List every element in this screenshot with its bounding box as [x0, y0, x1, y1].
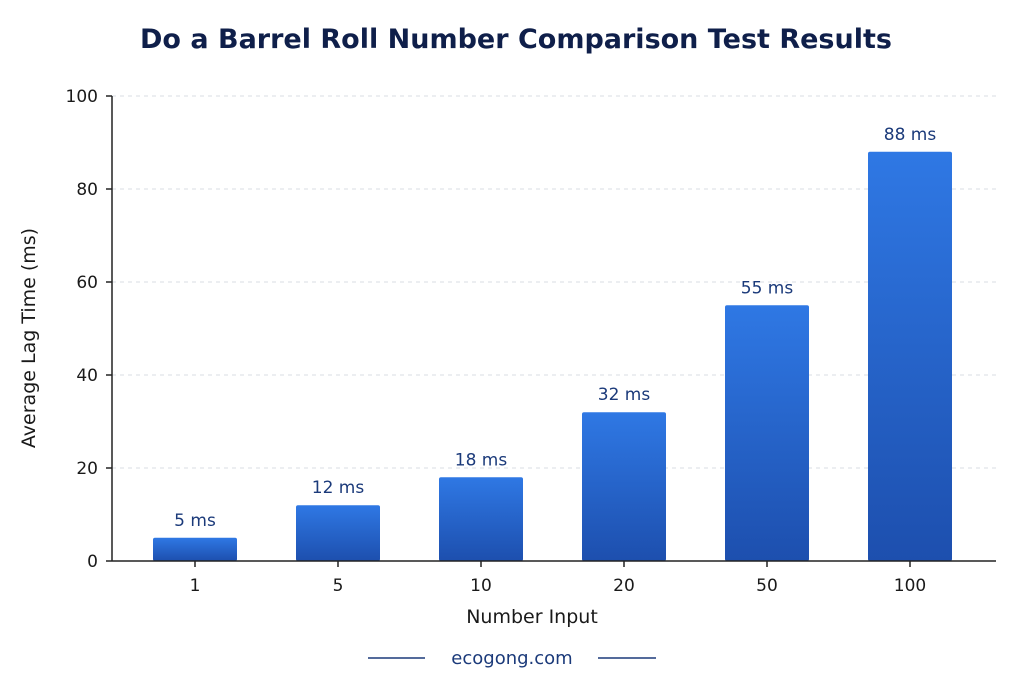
bar-20 [582, 412, 666, 561]
x-tick-label-100: 100 [894, 576, 926, 596]
y-tick-label-40: 40 [76, 366, 98, 386]
bars [153, 151, 952, 562]
bar-5 [296, 505, 380, 561]
y-tick-label-0: 0 [87, 552, 98, 572]
x-tick-label-5: 5 [333, 576, 344, 596]
data-label-5: 12 ms [312, 478, 365, 498]
x-tick-label-50: 50 [756, 576, 778, 596]
data-label-1: 5 ms [174, 511, 216, 531]
y-tick-label-60: 60 [76, 273, 98, 293]
x-tick-label-1: 1 [190, 576, 201, 596]
x-axis-ticks: 1 5 10 20 50 100 [190, 561, 926, 596]
bar-10 [439, 477, 523, 561]
data-label-10: 18 ms [455, 450, 508, 470]
gridlines [112, 95, 996, 469]
y-tick-label-80: 80 [76, 180, 98, 200]
bar-1 [153, 537, 237, 561]
data-label-50: 55 ms [741, 278, 794, 298]
y-tick-label-100: 100 [66, 87, 98, 107]
bar-100 [868, 151, 952, 562]
y-axis-label: Average Lag Time (ms) [18, 228, 40, 448]
y-tick-label-20: 20 [76, 459, 98, 479]
chart-title: Do a Barrel Roll Number Comparison Test … [140, 24, 892, 55]
x-axis-label: Number Input [466, 606, 598, 628]
bar-50 [725, 305, 809, 561]
y-axis-ticks: 0 20 40 60 80 100 [66, 87, 112, 572]
x-tick-label-20: 20 [613, 576, 635, 596]
x-tick-label-10: 10 [470, 576, 492, 596]
data-label-20: 32 ms [598, 385, 651, 405]
data-label-100: 88 ms [884, 125, 937, 145]
source-text: ecogong.com [451, 648, 572, 669]
data-labels: 5 ms 12 ms 18 ms 32 ms 55 ms 88 ms [174, 125, 936, 531]
